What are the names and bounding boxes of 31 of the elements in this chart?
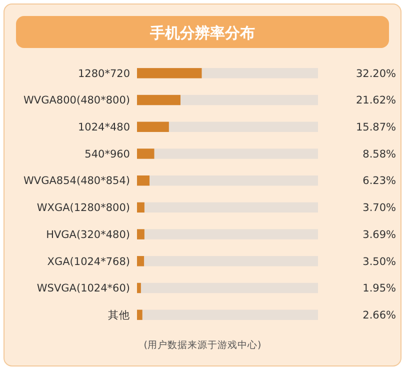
y-tick-label: WVGA800(480*800) — [24, 94, 130, 107]
bar — [137, 256, 144, 266]
y-tick-label: WSVGA(1024*60) — [36, 282, 130, 295]
bar — [137, 175, 150, 186]
data-label: 3.69% — [362, 228, 396, 241]
data-label: 32.20% — [356, 68, 396, 80]
bar — [137, 94, 180, 106]
data-label: 3.50% — [362, 256, 396, 268]
bar — [137, 310, 142, 320]
y-tick-label: 540*960 — [84, 148, 130, 160]
y-tick-label: HVGA(320*480) — [46, 228, 130, 241]
y-tick-label: WVGA854(480*854) — [24, 175, 130, 188]
data-label: 15.87% — [356, 122, 396, 134]
bar — [137, 282, 141, 294]
y-tick-label: 其他 — [108, 308, 130, 322]
bar — [137, 148, 154, 159]
y-tick-label: XGA(1024*768) — [47, 256, 130, 268]
data-label: 6.23% — [362, 175, 396, 188]
bar — [137, 229, 144, 240]
bar — [137, 202, 144, 213]
data-label: 8.58% — [362, 148, 396, 160]
y-tick-label: 1280*720 — [78, 68, 130, 80]
data-label: 1.95% — [362, 282, 396, 295]
y-tick-label: WXGA(1280*800) — [36, 202, 130, 214]
data-label: 2.66% — [362, 310, 396, 322]
chart-title: 手机分辨率分布 — [149, 24, 255, 42]
data-label: 21.62% — [356, 94, 396, 107]
text: (用户数据来源于游戏中心) — [144, 339, 262, 351]
data-label: 3.70% — [362, 202, 396, 214]
bar — [137, 122, 169, 132]
y-tick-label: 1024*480 — [78, 122, 130, 134]
